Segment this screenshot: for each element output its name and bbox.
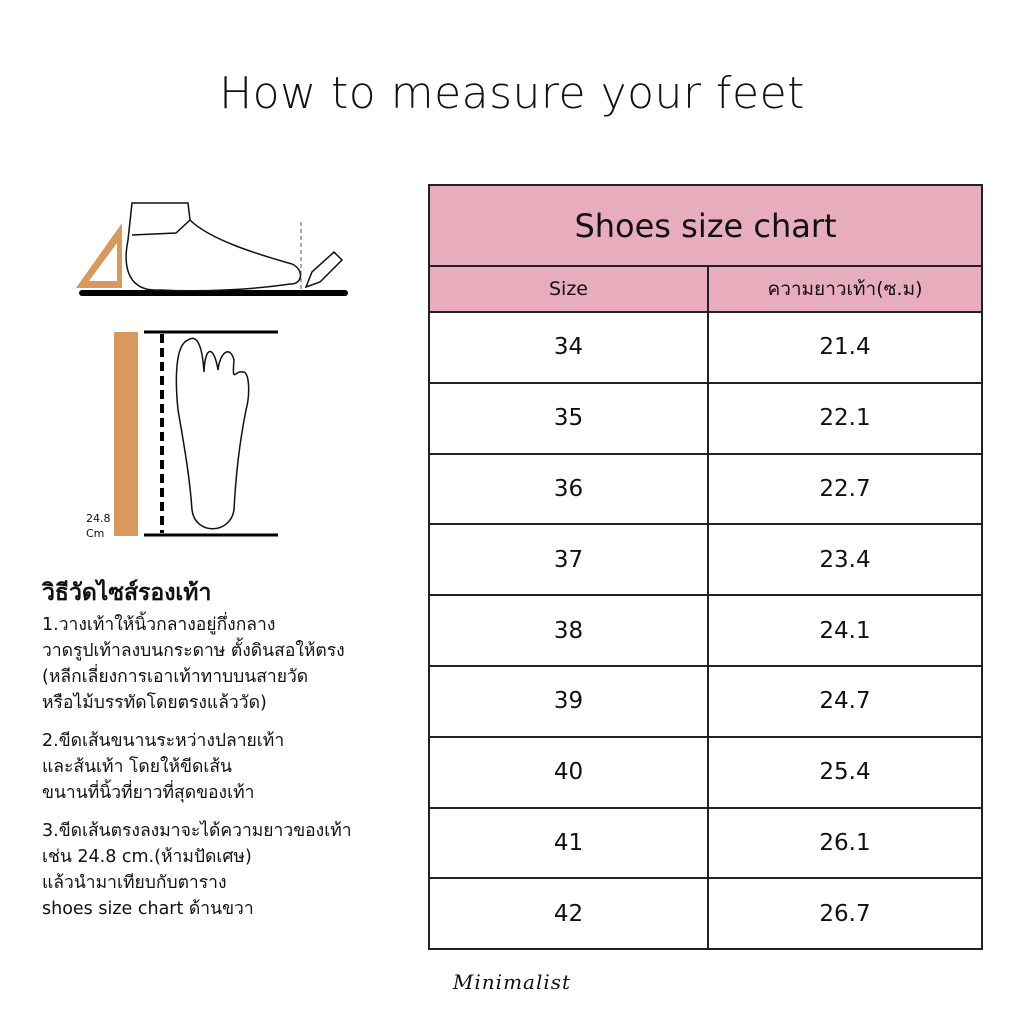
foot-length-cell: 25.4 xyxy=(707,735,983,809)
measurement-value: 24.8 xyxy=(86,512,111,525)
size-cell: 38 xyxy=(428,594,709,667)
instruction-line: ขนานที่นิ้วที่ยาวที่สุดของเท้า xyxy=(42,783,255,803)
size-cell: 39 xyxy=(428,664,709,738)
instructions: วิธีวัดไซส์รองเท้า 1.วางเท้าให้นิ้วกลางอ… xyxy=(42,580,352,934)
instruction-line: และส้นเท้า โดยให้ขีดเส้น xyxy=(42,757,233,777)
size-cell: 40 xyxy=(428,735,709,809)
table-row: 42 26.7 xyxy=(428,877,983,951)
size-cell: 42 xyxy=(428,877,709,951)
instruction-step: 3.ขีดเส้นตรงลงมาจะได้ความยาวของเท้าเช่น … xyxy=(42,818,352,922)
table-row: 34 21.4 xyxy=(428,311,983,384)
instructions-heading: วิธีวัดไซส์รองเท้า xyxy=(42,580,212,606)
size-cell: 41 xyxy=(428,806,709,880)
size-cell: 35 xyxy=(428,381,709,455)
instruction-line: 1.วางเท้าให้นิ้วกลางอยู่กึ่งกลาง xyxy=(42,615,276,635)
page-title: How to measure your feet xyxy=(219,68,805,119)
column-header-length: ความยาวเท้า(ซ.ม) xyxy=(707,265,983,313)
size-cell: 37 xyxy=(428,523,709,597)
table-row: 39 24.7 xyxy=(428,664,983,738)
table-row: 36 22.7 xyxy=(428,452,983,526)
foot-measurement-illustration xyxy=(76,202,348,537)
instruction-line: เช่น 24.8 cm.(ห้ามปัดเศษ) xyxy=(42,847,252,867)
foot-length-cell: 26.7 xyxy=(707,877,983,951)
foot-length-cell: 23.4 xyxy=(707,523,983,597)
foot-length-cell: 21.4 xyxy=(707,311,983,384)
instruction-line: shoes size chart ด้านขวา xyxy=(42,899,254,919)
measurement-label: 24.8 Cm xyxy=(86,511,111,541)
instruction-line: 3.ขีดเส้นตรงลงมาจะได้ความยาวของเท้า xyxy=(42,821,352,841)
measurement-unit: Cm xyxy=(86,527,105,540)
instruction-step: 1.วางเท้าให้นิ้วกลางอยู่กึ่งกลางวาดรูปเท… xyxy=(42,612,352,716)
instruction-line: 2.ขีดเส้นขนานระหว่างปลายเท้า xyxy=(42,731,285,751)
foot-length-cell: 24.1 xyxy=(707,594,983,667)
top-view-foot-icon xyxy=(114,330,278,537)
size-cell: 36 xyxy=(428,452,709,526)
instruction-step: 2.ขีดเส้นขนานระหว่างปลายเท้าและส้นเท้า โ… xyxy=(42,728,352,806)
instruction-line: วาดรูปเท้าลงบนกระดาษ ตั้งดินสอให้ตรง xyxy=(42,641,345,661)
table-row: 40 25.4 xyxy=(428,735,983,809)
table-row: 41 26.1 xyxy=(428,806,983,880)
foot-length-cell: 22.1 xyxy=(707,381,983,455)
side-view-foot-icon xyxy=(76,202,348,296)
instruction-line: (หลีกเลี่ยงการเอาเท้าทาบบนสายวัด xyxy=(42,667,309,687)
shoe-size-table: Shoes size chart Size ความยาวเท้า(ซ.ม) 3… xyxy=(428,184,983,951)
table-row: 37 23.4 xyxy=(428,523,983,597)
column-header-size: Size xyxy=(428,265,709,313)
foot-length-cell: 24.7 xyxy=(707,664,983,738)
table-row: 38 24.1 xyxy=(428,594,983,667)
table-row: 35 22.1 xyxy=(428,381,983,455)
chart-title: Shoes size chart xyxy=(428,184,983,267)
instruction-line: หรือไม้บรรทัดโดยตรงแล้ววัด) xyxy=(42,693,267,713)
instruction-line: แล้วนำมาเทียบกับตาราง xyxy=(42,873,227,893)
foot-length-cell: 26.1 xyxy=(707,806,983,880)
brand-logo: Minimalist xyxy=(452,970,572,994)
foot-length-cell: 22.7 xyxy=(707,452,983,526)
size-cell: 34 xyxy=(428,311,709,384)
